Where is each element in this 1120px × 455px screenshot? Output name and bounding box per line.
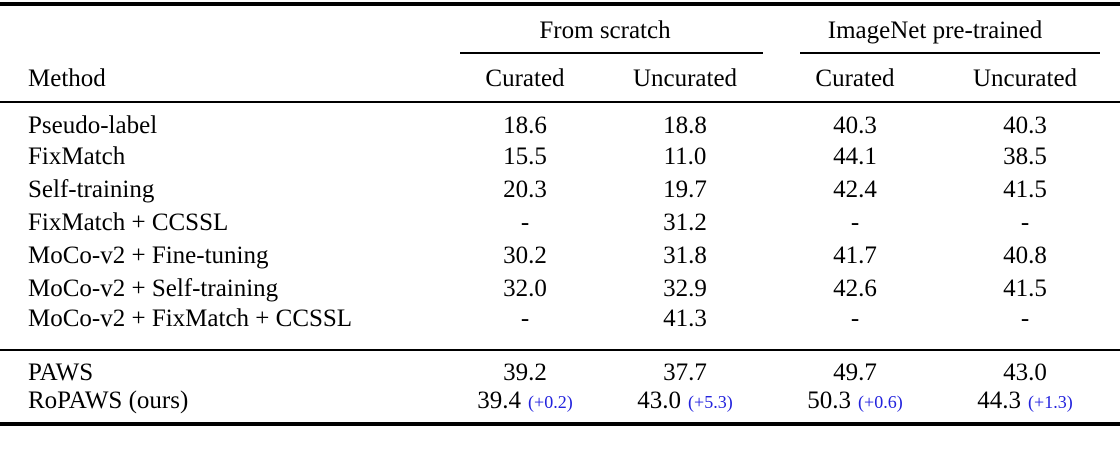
value-cell: 41.5 (1003, 175, 1047, 203)
table-row: PAWS 39.2 37.7 49.7 43.0 (0, 349, 1120, 387)
value-cell: 41.7 (833, 241, 877, 269)
gain-annotation: (+5.3) (688, 392, 733, 412)
value-cell: 41.5 (1003, 274, 1047, 302)
group-label-imagenet: ImageNet pre-trained (827, 17, 1043, 44)
value-main: 44.3 (977, 387, 1022, 414)
value-cell: - (520, 208, 530, 236)
column-header-curated-imagenet: Curated (765, 58, 945, 103)
value-cell: 43.0 (+5.3) (605, 387, 765, 424)
baselines-section: Pseudo-label 18.6 18.8 40.3 40.3 FixMatc… (0, 102, 1120, 350)
gain-annotation: (+1.3) (1028, 392, 1073, 412)
value-cell: 42.6 (833, 274, 877, 302)
value-cell: 15.5 (503, 142, 547, 170)
value-cell: 50.3 (+0.6) (765, 387, 945, 424)
value-cell: - (850, 208, 860, 236)
value-cell: 40.3 (833, 112, 877, 139)
value-cell: 39.2 (445, 349, 605, 387)
value-cell: 32.0 (503, 274, 547, 302)
method-cell: MoCo-v2 + Self-training (28, 274, 279, 302)
value-main: 39.4 (477, 387, 522, 414)
method-cell: Pseudo-label (28, 112, 158, 139)
value-cell: 30.2 (503, 241, 547, 269)
table-row: FixMatch 15.5 11.0 44.1 38.5 (0, 140, 1120, 173)
value-cell: 31.8 (663, 241, 707, 269)
table-row: MoCo-v2 + FixMatch + CCSSL - 41.3 - - (0, 305, 1120, 350)
results-table: From scratch ImageNet pre-trained Method… (0, 2, 1120, 426)
value-cell: 19.7 (663, 175, 707, 203)
paws-section: PAWS 39.2 37.7 49.7 43.0 RoPAWS (ours) 3… (0, 349, 1120, 424)
method-cell: PAWS (0, 349, 445, 387)
value-cell: 11.0 (663, 142, 707, 170)
column-header-method: Method (0, 58, 445, 103)
method-cell: MoCo-v2 + FixMatch + CCSSL (28, 305, 353, 332)
column-header-curated-scratch: Curated (445, 58, 605, 103)
group-header-from-scratch: From scratch (445, 4, 765, 58)
column-header-row: Method Curated Uncurated Curated Uncurat… (0, 58, 1120, 103)
gain-annotation: (+0.2) (528, 392, 573, 412)
value-cell: 43.0 (945, 349, 1120, 387)
value-cell: - (1020, 305, 1030, 332)
group-header-imagenet: ImageNet pre-trained (765, 4, 1120, 58)
gain-annotation: (+0.6) (858, 392, 903, 412)
cmidrule-from-scratch (460, 52, 763, 54)
method-cell: FixMatch + CCSSL (28, 208, 229, 236)
table-row: MoCo-v2 + Self-training 32.0 32.9 42.6 4… (0, 272, 1120, 305)
value-main: 43.0 (637, 387, 682, 414)
group-header-spacer (0, 4, 445, 58)
table-row: MoCo-v2 + Fine-tuning 30.2 31.8 41.7 40.… (0, 239, 1120, 272)
value-cell: 40.3 (1003, 112, 1047, 139)
table-row: FixMatch + CCSSL - 31.2 - - (0, 206, 1120, 239)
method-cell: FixMatch (28, 142, 126, 170)
column-header-uncurated-scratch: Uncurated (605, 58, 765, 103)
value-cell: - (1020, 208, 1030, 236)
method-cell: RoPAWS (ours) (28, 387, 189, 414)
value-cell: 40.8 (1003, 241, 1047, 269)
value-cell: 38.5 (1003, 142, 1047, 170)
group-label-from-scratch: From scratch (539, 17, 671, 44)
table-row-ours: RoPAWS (ours) 39.4 (+0.2) 43.0 (+5.3) 50.3… (0, 387, 1120, 424)
value-cell: 18.8 (663, 112, 707, 139)
value-cell: 39.4 (+0.2) (445, 387, 605, 424)
value-cell: 20.3 (503, 175, 547, 203)
method-cell: MoCo-v2 + Fine-tuning (28, 241, 269, 269)
value-cell: 31.2 (663, 208, 707, 236)
value-cell: 41.3 (663, 305, 707, 332)
value-cell: 32.9 (663, 274, 707, 302)
value-cell: 42.4 (833, 175, 877, 203)
group-header-row: From scratch ImageNet pre-trained (0, 4, 1120, 58)
value-cell: - (850, 305, 860, 332)
value-cell: 18.6 (503, 112, 547, 139)
table-row: Pseudo-label 18.6 18.8 40.3 40.3 (0, 102, 1120, 140)
method-cell: Self-training (28, 175, 155, 203)
value-cell: 44.3 (+1.3) (945, 387, 1120, 424)
value-cell: 37.7 (605, 349, 765, 387)
value-main: 50.3 (807, 387, 852, 414)
value-cell: - (520, 305, 530, 332)
value-cell: 44.1 (833, 142, 877, 170)
table-row: Self-training 20.3 19.7 42.4 41.5 (0, 173, 1120, 206)
column-header-uncurated-imagenet: Uncurated (945, 58, 1120, 103)
value-cell: 49.7 (765, 349, 945, 387)
cmidrule-imagenet (800, 52, 1100, 54)
